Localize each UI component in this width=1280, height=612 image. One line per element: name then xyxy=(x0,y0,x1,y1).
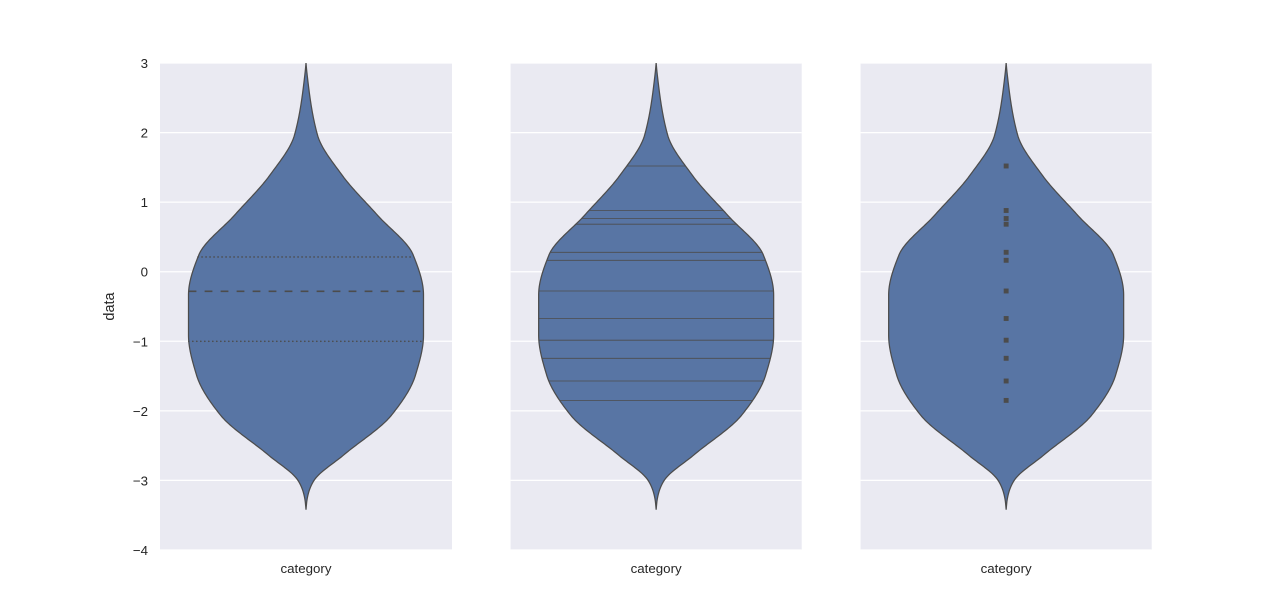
svg-text:−2: −2 xyxy=(133,404,148,419)
svg-text:3: 3 xyxy=(141,56,148,71)
svg-text:0: 0 xyxy=(141,265,148,280)
svg-text:category: category xyxy=(281,561,332,576)
svg-text:2: 2 xyxy=(141,126,148,141)
svg-text:−4: −4 xyxy=(133,543,148,558)
svg-text:data: data xyxy=(102,291,118,320)
svg-text:1: 1 xyxy=(141,195,148,210)
svg-text:−1: −1 xyxy=(133,334,148,349)
svg-text:category: category xyxy=(981,561,1032,576)
svg-text:−3: −3 xyxy=(133,473,148,488)
svg-text:category: category xyxy=(631,561,682,576)
